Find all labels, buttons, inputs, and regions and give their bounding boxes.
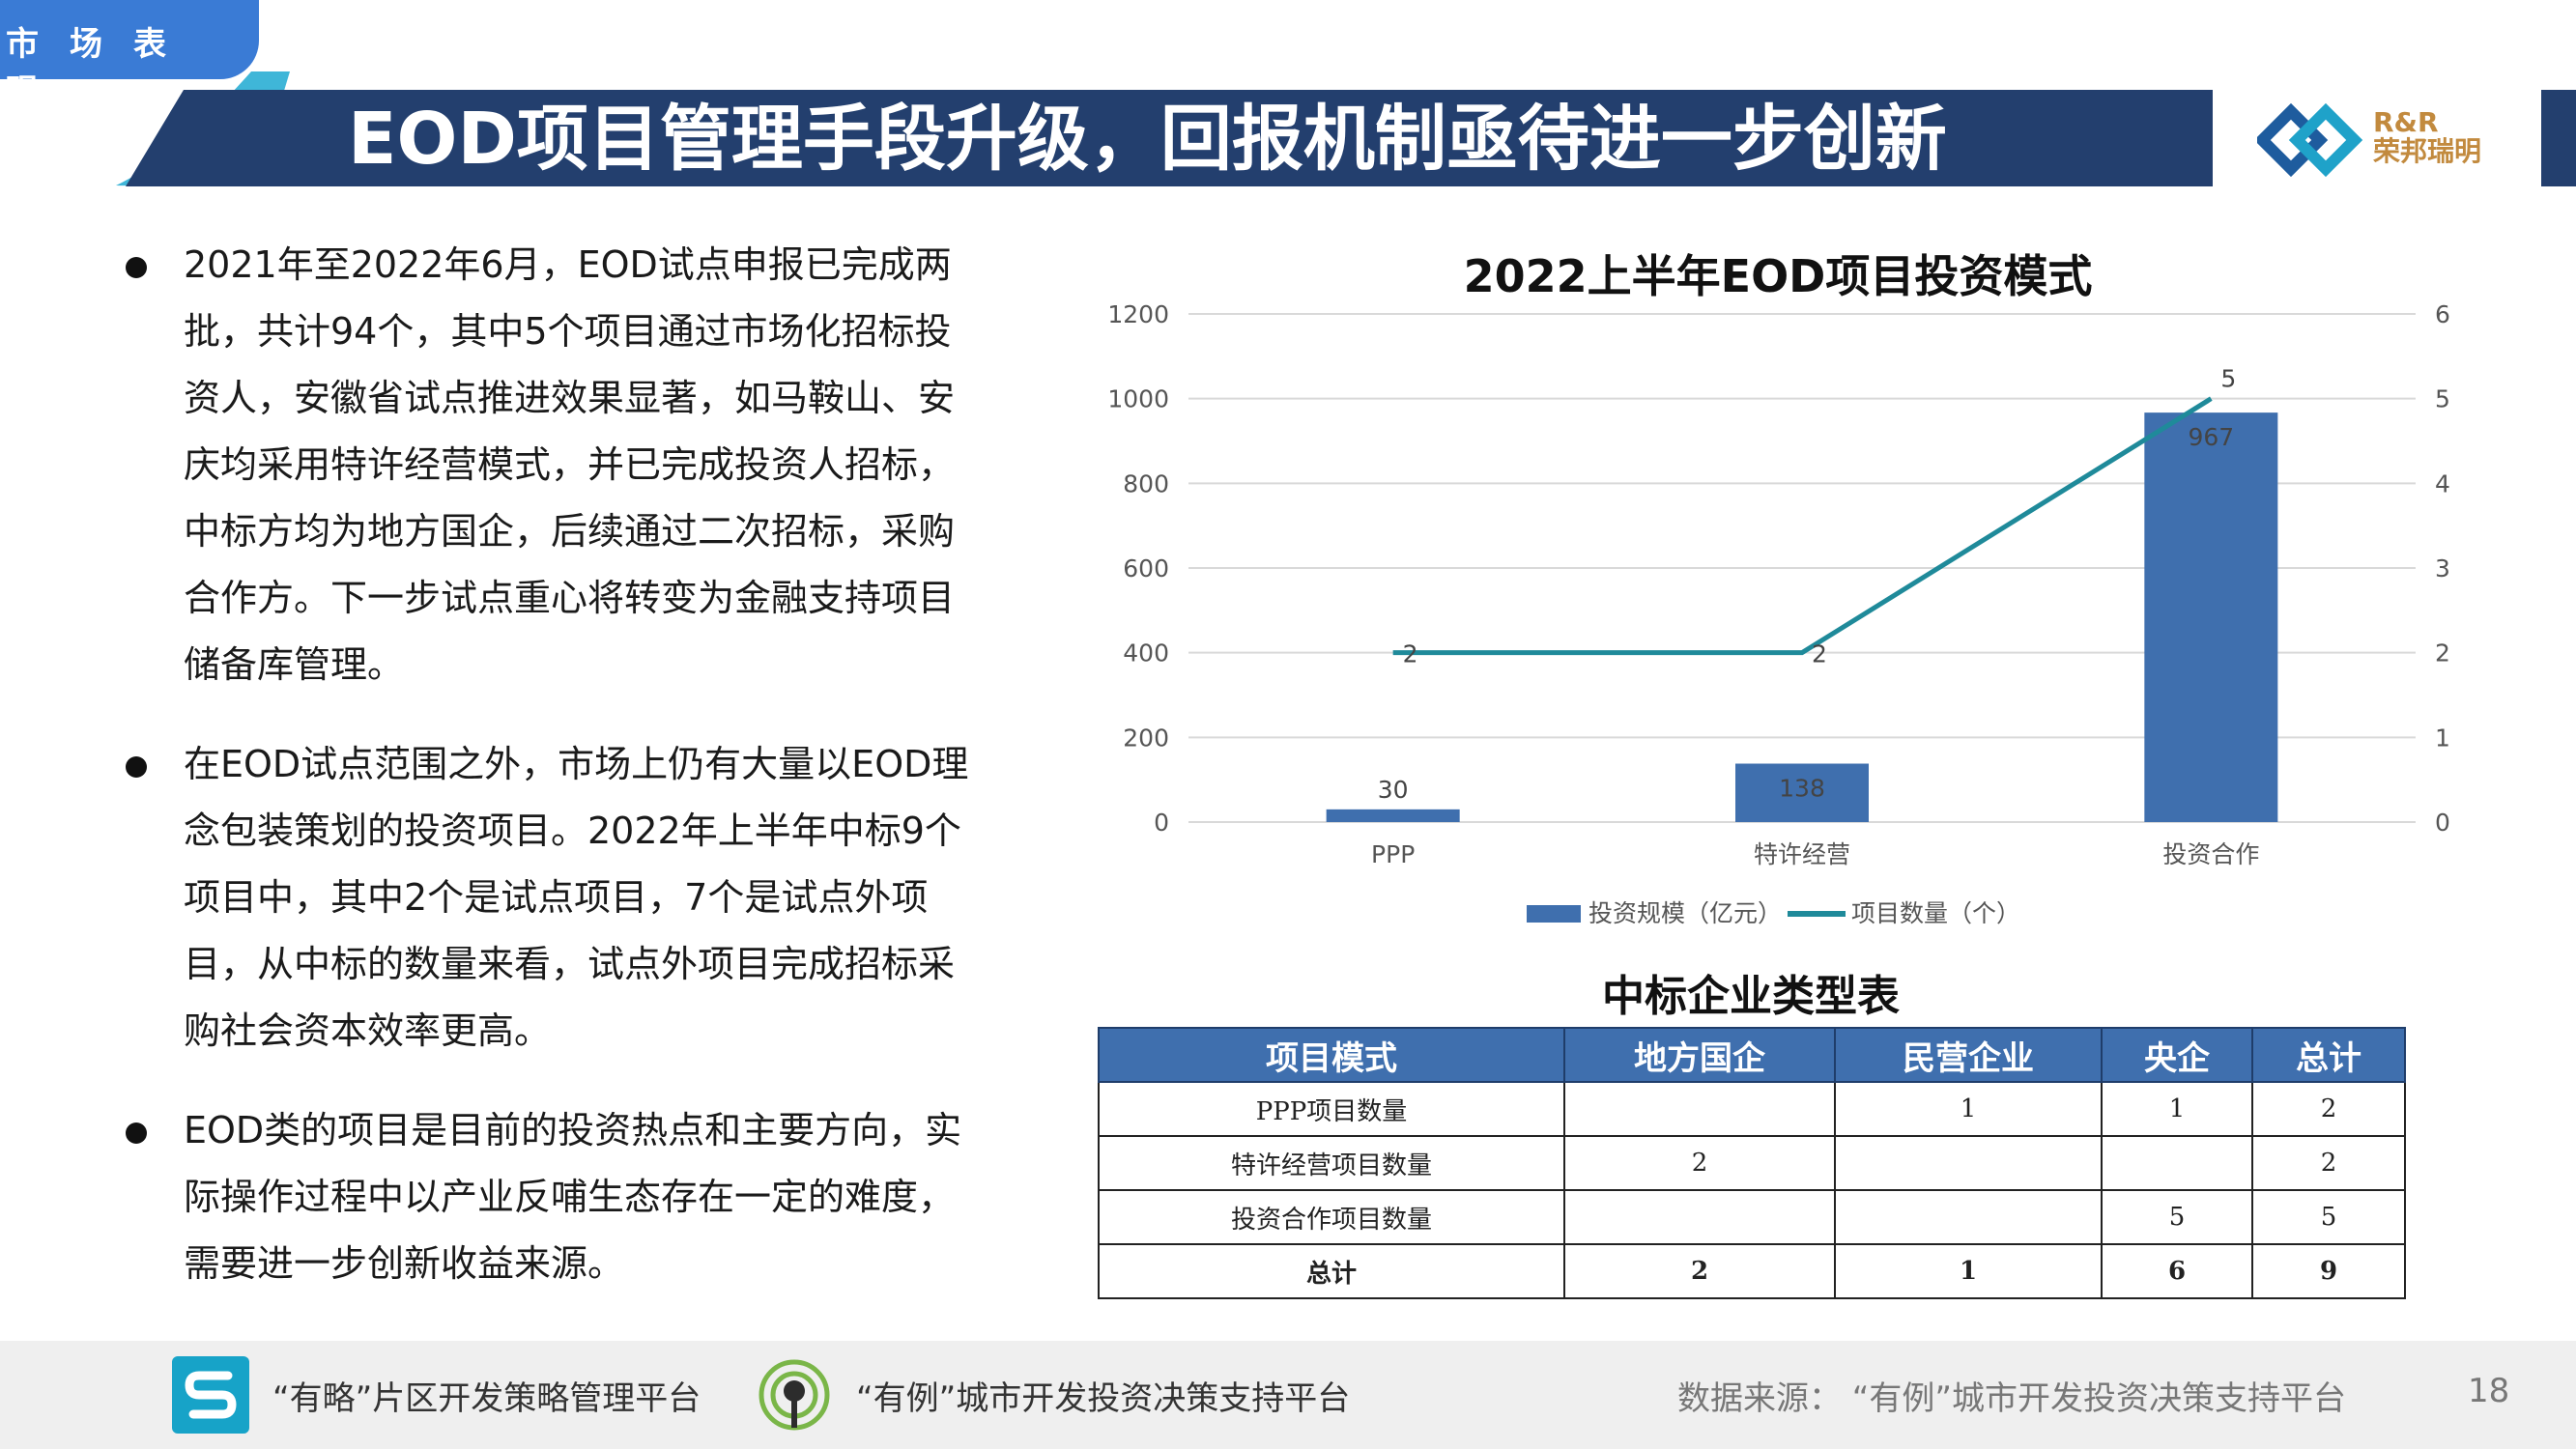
- y2-tick-label: 5: [2435, 385, 2450, 413]
- bullet-item: 在EOD试点范围之外，市场上仍有大量以EOD理念包装策划的投资项目。2022年上…: [116, 731, 986, 1065]
- table-cell: [1834, 1135, 2103, 1191]
- table-cell: 1: [1834, 1081, 2103, 1137]
- y-tick-label: 1000: [1107, 385, 1169, 413]
- bullet-dot-icon: [126, 257, 147, 278]
- table-cell: 总计: [1098, 1243, 1565, 1299]
- y-tick-label: 400: [1123, 639, 1169, 668]
- bullet-item: 2021年至2022年6月，EOD试点申报已完成两批，共计94个，其中5个项目通…: [116, 232, 986, 698]
- table-cell: 2: [1563, 1243, 1836, 1299]
- table-cell: 6: [2101, 1243, 2253, 1299]
- table-cell: 特许经营项目数量: [1098, 1135, 1565, 1191]
- footer-data-source: 数据来源： “有例”城市开发投资决策支持平台: [1677, 1379, 2347, 1418]
- bullet-list: 2021年至2022年6月，EOD试点申报已完成两批，共计94个，其中5个项目通…: [116, 232, 986, 1330]
- investment-mode-chart: 0 200 400 600 800 1000 1200 0 1 2 3 4 5 6 PPP 特许经营 投资合作 3…: [1107, 300, 2450, 927]
- legend-line-label: 项目数量（个）: [1851, 899, 2020, 927]
- y2-tick-label: 0: [2435, 809, 2450, 837]
- youli-platform-icon: [758, 1359, 830, 1431]
- chart-title: 2022上半年EOD项目投资模式: [1463, 250, 2093, 302]
- table-cell: [2101, 1135, 2253, 1191]
- table-cell: [1834, 1189, 2103, 1245]
- line-data-label: 2: [1403, 640, 1418, 668]
- bullet-dot-icon: [126, 1122, 147, 1144]
- table-header-cell: 央企: [2101, 1027, 2253, 1083]
- table-cell: [1563, 1081, 1836, 1137]
- table-header-cell: 总计: [2251, 1027, 2406, 1083]
- legend-bar-label: 投资规模（亿元）: [1589, 899, 1782, 927]
- page-title: EOD项目管理手段升级，回报机制亟待进一步创新: [348, 98, 1947, 181]
- table-title: 中标企业类型表: [1602, 972, 1900, 1021]
- x-tick-label: PPP: [1371, 840, 1415, 868]
- bar: [1735, 763, 1869, 822]
- table-header-cell: 地方国企: [1563, 1027, 1836, 1083]
- series-line: [1392, 396, 2213, 656]
- footer-bar: [0, 1341, 2576, 1449]
- y-tick-label: 1200: [1107, 300, 1169, 328]
- bullet-text: 在EOD试点范围之外，市场上仍有大量以EOD理念包装策划的投资项目。2022年上…: [184, 743, 969, 1052]
- legend-bar-swatch: [1527, 905, 1581, 923]
- company-logo-icon: [2257, 102, 2363, 178]
- bullet-item: EOD类的项目是目前的投资热点和主要方向，实际操作过程中以产业反哺生态存在一定的…: [116, 1097, 986, 1297]
- youlue-platform-icon: [172, 1356, 249, 1434]
- table-header-row: 项目模式 地方国企 民营企业 央企 总计: [1098, 1027, 2406, 1083]
- table-cell: 5: [2251, 1189, 2406, 1245]
- table-cell: 1: [1834, 1243, 2103, 1299]
- table-cell: 2: [1563, 1135, 1836, 1191]
- table-total-row: 总计 2 1 6 9: [1098, 1243, 2406, 1299]
- table-row: 特许经营项目数量 2 2: [1098, 1135, 2406, 1191]
- section-tab-label: 市场表现: [6, 25, 197, 111]
- bar-data-label: 30: [1378, 776, 1409, 804]
- section-tab: 市场表现: [0, 0, 259, 111]
- table-cell: 投资合作项目数量: [1098, 1189, 1565, 1245]
- y2-tick-label: 6: [2435, 300, 2450, 328]
- logo-text-line1: R&R: [2373, 106, 2439, 138]
- bar-data-label: 967: [2188, 423, 2234, 451]
- x-tick-label: 特许经营: [1754, 840, 1850, 868]
- line-data-label: 2: [1812, 640, 1827, 668]
- table-row: 投资合作项目数量 5 5: [1098, 1189, 2406, 1245]
- y-tick-label: 200: [1123, 724, 1169, 752]
- y-tick-label: 0: [1154, 809, 1169, 837]
- bar: [2144, 412, 2278, 822]
- bar-data-label: 138: [1779, 775, 1825, 803]
- y2-tick-label: 3: [2435, 554, 2450, 582]
- footer-platform2: “有例”城市开发投资决策支持平台: [856, 1379, 1351, 1418]
- logo-text: R&R 荣邦瑞明: [2373, 108, 2481, 166]
- table-cell: 2: [2251, 1135, 2406, 1191]
- table-cell: 5: [2101, 1189, 2253, 1245]
- y-tick-label: 600: [1123, 554, 1169, 582]
- bullet-dot-icon: [126, 756, 147, 778]
- line-data-label: 5: [2220, 365, 2236, 393]
- table-cell: [1563, 1189, 1836, 1245]
- y2-tick-label: 4: [2435, 469, 2450, 497]
- table-cell: 2: [2251, 1081, 2406, 1137]
- logo-text-line2: 荣邦瑞明: [2373, 135, 2482, 167]
- page-number: 18: [2468, 1372, 2510, 1410]
- bullet-text: 2021年至2022年6月，EOD试点申报已完成两批，共计94个，其中5个项目通…: [184, 243, 956, 686]
- y-tick-label: 800: [1123, 469, 1169, 497]
- title-bar-accent: [2541, 90, 2576, 186]
- table-cell: PPP项目数量: [1098, 1081, 1565, 1137]
- table-cell: 1: [2101, 1081, 2253, 1137]
- bar: [1326, 809, 1460, 822]
- table-cell: 9: [2251, 1243, 2406, 1299]
- y2-tick-label: 2: [2435, 639, 2450, 668]
- y2-tick-label: 1: [2435, 724, 2450, 752]
- title-bar: [126, 90, 2213, 186]
- table-header-cell: 民营企业: [1834, 1027, 2103, 1083]
- x-tick-label: 投资合作: [2162, 840, 2259, 868]
- table-header-cell: 项目模式: [1098, 1027, 1565, 1083]
- footer-platform1: “有略”片区开发策略管理平台: [272, 1379, 701, 1418]
- table-row: PPP项目数量 1 1 2: [1098, 1081, 2406, 1137]
- bullet-text: EOD类的项目是目前的投资热点和主要方向，实际操作过程中以产业反哺生态存在一定的…: [184, 1109, 962, 1285]
- bid-company-table: 项目模式 地方国企 民营企业 央企 总计 PPP项目数量 1 1 2 特许经营项…: [1098, 1027, 2406, 1299]
